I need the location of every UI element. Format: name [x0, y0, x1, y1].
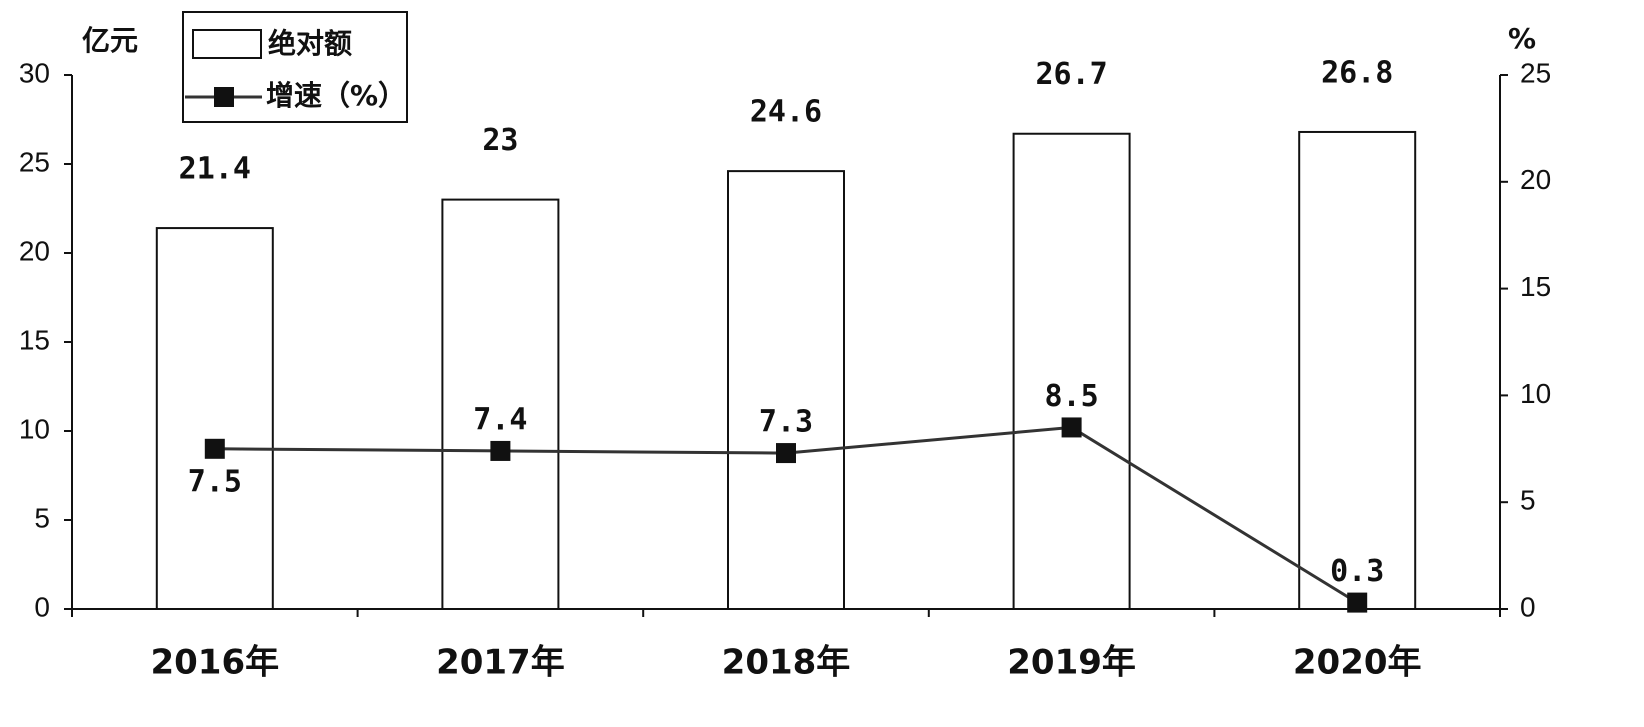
x-tick-label: 2019年	[1007, 643, 1136, 683]
y-tick-label: 10	[19, 413, 50, 444]
bar	[155, 227, 274, 611]
bar	[1012, 132, 1131, 611]
y2-tick-label: 15	[1520, 271, 1551, 302]
marker	[1061, 417, 1082, 438]
y2-tick-label: 0	[1520, 591, 1536, 622]
x-tick-label: 2018年	[722, 643, 851, 683]
y-tick-label: 0	[34, 591, 50, 622]
marker	[490, 440, 511, 461]
y2-tick-label: 5	[1520, 485, 1536, 516]
value-label: 7.3	[759, 405, 813, 440]
y-axis-label: 亿元	[82, 24, 138, 57]
value-label: 26.7	[1035, 57, 1107, 92]
marker	[1347, 592, 1368, 613]
value-label: 8.5	[1045, 379, 1099, 414]
y-tick-label: 25	[19, 146, 50, 177]
x-tick-label: 2020年	[1293, 643, 1422, 683]
value-label: 0.3	[1330, 554, 1384, 589]
bar	[1298, 130, 1417, 611]
x-tick-label: 2017年	[436, 643, 565, 683]
y-tick-label: 20	[19, 235, 50, 266]
y2-tick-label: 20	[1520, 164, 1551, 195]
legend-label: 增速（%）	[266, 79, 406, 112]
y2-tick-label: 10	[1520, 378, 1551, 409]
value-label: 7.5	[188, 464, 242, 499]
bar	[441, 198, 560, 610]
y-tick-label: 5	[34, 502, 50, 533]
x-tick-label: 2016年	[150, 643, 279, 683]
marker	[776, 443, 796, 464]
value-label: 26.8	[1321, 55, 1393, 90]
legend-swatch	[192, 29, 262, 59]
bar	[727, 170, 845, 610]
y2-axis-label: %	[1508, 22, 1536, 55]
legend-label: 绝对额	[268, 27, 352, 60]
value-label: 21.4	[179, 152, 251, 187]
y-tick-label: 15	[19, 324, 50, 355]
y2-tick-label: 25	[1520, 57, 1551, 88]
y-tick-label: 30	[19, 57, 50, 88]
value-label: 23	[482, 123, 518, 158]
legend: 绝对额 增速（%）	[182, 11, 408, 123]
legend-marker	[214, 87, 234, 107]
value-label: 24.6	[750, 95, 822, 130]
value-label: 7.4	[473, 402, 527, 437]
marker	[204, 438, 225, 459]
